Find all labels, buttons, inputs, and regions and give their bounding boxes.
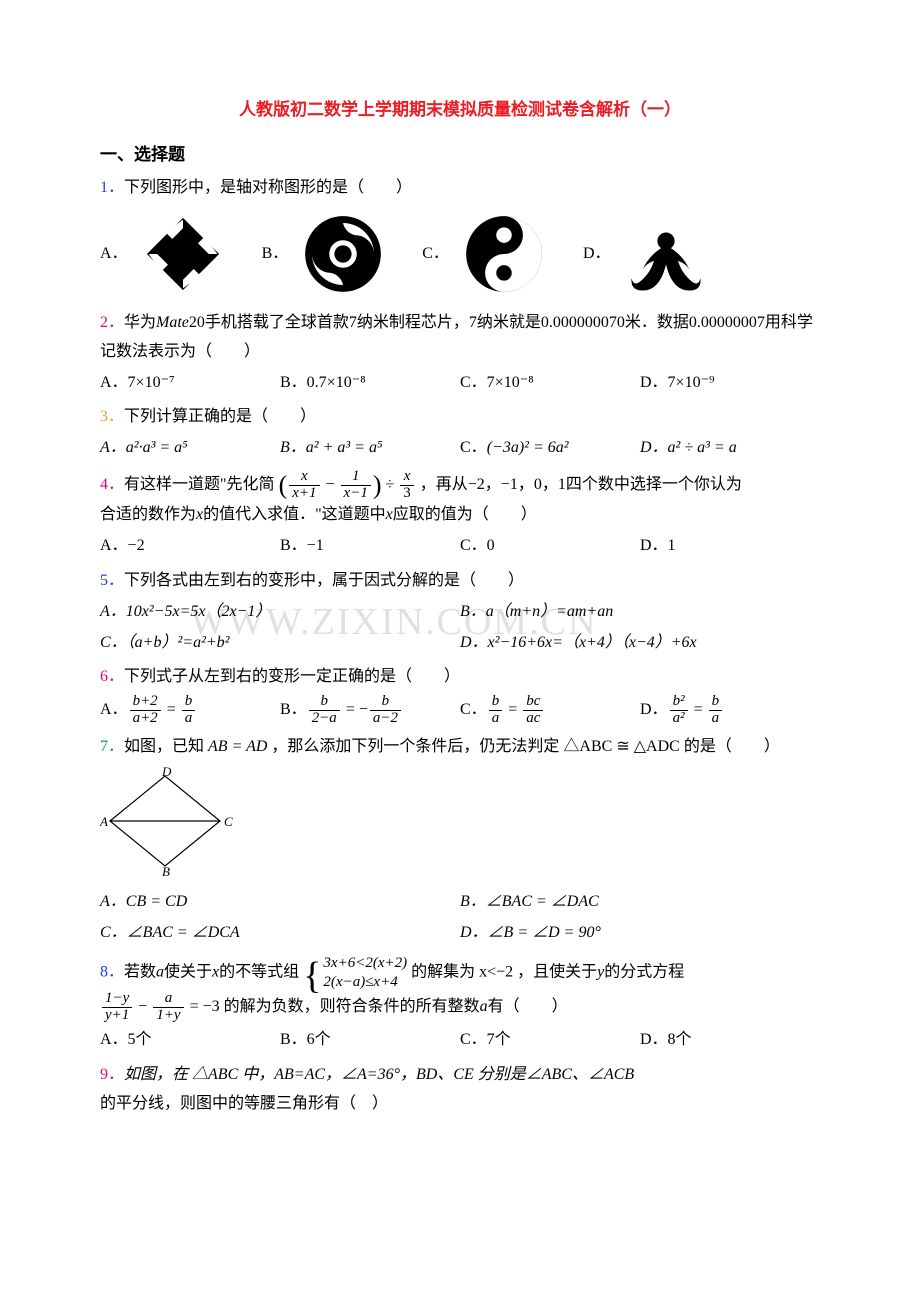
q7-text-a: 如图，已知 (124, 738, 208, 755)
q1-opt-b-label: B． (262, 240, 289, 269)
svg-text:A: A (100, 814, 108, 829)
q8-opt-b: B．6个 (280, 1026, 460, 1055)
q3-options: A．a²·a³ = a⁵ B．a² + a³ = a⁵ C．(−3a)² = 6… (100, 434, 820, 463)
q5-opt-c: C．（a+b）²=a²+b² (100, 629, 460, 658)
q3-opt-b: B．a² + a³ = a⁵ (280, 434, 460, 463)
svg-text:B: B (162, 864, 170, 876)
q6-opt-d: D．b²a² = ba (640, 694, 820, 727)
question-6: 6．下列式子从左到右的变形一定正确的是（ ） A．b+2a+2 = ba B．b… (100, 663, 820, 726)
q2-options: A．7×10⁻⁷ B．0.7×10⁻⁸ C．7×10⁻⁸ D．7×10⁻⁹ (100, 369, 820, 398)
question-8: 8．若数a使关于x的不等式组 {3x+6<2(x+2)2(x−a)≤x+4 的解… (100, 954, 820, 1055)
q7-options-row2: C．∠BAC = ∠DCA D．∠B = ∠D = 90° (100, 919, 820, 948)
q4-opt-a: A．−2 (100, 532, 280, 561)
q4-text-d: 的值代入求值．"这道题中 (203, 506, 386, 523)
spiral-ring-icon (300, 211, 386, 297)
q7-opt-c: C．∠BAC = ∠DCA (100, 919, 460, 948)
q8-opt-a: A．5个 (100, 1026, 280, 1055)
q1-options-row: A． B． C． (100, 211, 820, 297)
yinyang-icon (461, 211, 547, 297)
q8-opt-c: C．7个 (460, 1026, 640, 1055)
question-9: 9．如图，在 △ABC 中，AB=AC，∠A=36°，BD、CE 分别是∠ABC… (100, 1061, 820, 1119)
section-heading: 一、选择题 (100, 140, 820, 171)
q9-text-b: 的平分线，则图中的等腰三角形有（ ） (100, 1095, 388, 1112)
q1-opt-c: C． (422, 211, 547, 297)
q3-opt-a: A．a²·a³ = a⁵ (100, 434, 280, 463)
q2-number: 2． (100, 314, 124, 331)
q7-figure: A D C B (100, 766, 820, 887)
q2-opt-d: D．7×10⁻⁹ (640, 369, 820, 398)
q1-opt-a-label: A． (100, 240, 128, 269)
q7-opt-b: B．∠BAC = ∠DAC (460, 888, 820, 917)
q5-number: 5． (100, 572, 124, 589)
q2-text-a: 华为 (124, 314, 156, 331)
q7-text-b: ，那么添加下列一个条件后，仍无法判定 △ABC ≅ △ADC 的是（ ） (267, 738, 779, 755)
q1-opt-c-label: C． (422, 240, 449, 269)
q4-options: A．−2 B．−1 C．0 D．1 (100, 532, 820, 561)
question-2: 2．华为Mate20手机搭载了全球首款7纳米制程芯片，7纳米就是0.000000… (100, 309, 820, 397)
q4-text-a: 有这样一道题"先化简 (124, 476, 275, 493)
q3-number: 3． (100, 408, 124, 425)
q3-opt-c: C．(−3a)² = 6a² (460, 434, 640, 463)
q4-number: 4． (100, 476, 124, 493)
document-title: 人教版初二数学上学期期末模拟质量检测试卷含解析（一） (100, 95, 820, 126)
q5-options-row2: C．（a+b）²=a²+b² D．x²−16+6x=（x+4）（x−4）+6x (100, 629, 820, 658)
q7-options-row1: A．CB = CD B．∠BAC = ∠DAC (100, 888, 820, 917)
q2-opt-a: A．7×10⁻⁷ (100, 369, 280, 398)
q4-text-e: 应取的值为（ ） (393, 506, 537, 523)
question-7: 7．如图，已知 AB = AD ，那么添加下列一个条件后，仍无法判定 △ABC … (100, 733, 820, 948)
q1-text: 下列图形中，是轴对称图形的是（ ） (124, 179, 412, 196)
q5-options-row1: A．10x²−5x=5x（2x−1） B．a（m+n）=am+an (100, 598, 820, 627)
pinwheel-icon (140, 211, 226, 297)
question-4: 4．有这样一道题"先化简 (xx+1 − 1x−1) ÷ x3 ，再从−2，−1… (100, 469, 820, 561)
q5-opt-b: B．a（m+n）=am+an (460, 598, 820, 627)
q6-options: A．b+2a+2 = ba B．b2−a = −ba−2 C．ba = bcac… (100, 694, 820, 727)
q2-mate: Mate (156, 314, 189, 331)
q9-number: 9． (100, 1066, 124, 1083)
q2-opt-b: B．0.7×10⁻⁸ (280, 369, 460, 398)
q1-opt-d: D． (583, 211, 709, 297)
q2-opt-c: C．7×10⁻⁸ (460, 369, 640, 398)
q8-number: 8． (100, 963, 124, 980)
q6-opt-a: A．b+2a+2 = ba (100, 694, 280, 727)
question-3: 3．下列计算正确的是（ ） A．a²·a³ = a⁵ B．a² + a³ = a… (100, 403, 820, 463)
q4-opt-b: B．−1 (280, 532, 460, 561)
q3-text: 下列计算正确的是（ ） (124, 408, 316, 425)
q4-text-b: ，再从−2，−1，0，1四个数中选择一个你认为 (420, 476, 742, 493)
q7-opt-d: D．∠B = ∠D = 90° (460, 919, 820, 948)
question-5: 5．下列各式由左到右的变形中，属于因式分解的是（ ） A．10x²−5x=5x（… (100, 567, 820, 657)
q1-number: 1． (100, 179, 124, 196)
flame-symbol-icon (623, 211, 709, 297)
q8-options: A．5个 B．6个 C．7个 D．8个 (100, 1026, 820, 1055)
q8-opt-d: D．8个 (640, 1026, 820, 1055)
kite-diagram-icon: A D C B (100, 766, 240, 876)
q5-text: 下列各式由左到右的变形中，属于因式分解的是（ ） (124, 572, 524, 589)
q1-opt-d-label: D． (583, 240, 611, 269)
q1-opt-b: B． (262, 211, 387, 297)
q5-opt-a: A．10x²−5x=5x（2x−1） (100, 598, 460, 627)
q6-opt-c: C．ba = bcac (460, 694, 640, 727)
q9-text-a: 如图，在 △ABC 中，AB=AC，∠A=36°，BD、CE 分别是∠ABC、∠… (124, 1066, 634, 1083)
question-1: 1．下列图形中，是轴对称图形的是（ ） A． B． (100, 174, 820, 297)
svg-text:C: C (224, 814, 233, 829)
q7-opt-a: A．CB = CD (100, 888, 460, 917)
q4-opt-c: C．0 (460, 532, 640, 561)
q4-text-c: 合适的数作为 (100, 506, 196, 523)
q7-number: 7． (100, 738, 124, 755)
q3-opt-d: D．a² ÷ a³ = a (640, 434, 820, 463)
q6-opt-b: B．b2−a = −ba−2 (280, 694, 460, 727)
q5-opt-d: D．x²−16+6x=（x+4）（x−4）+6x (460, 629, 820, 658)
q4-opt-d: D．1 (640, 532, 820, 561)
q6-text: 下列式子从左到右的变形一定正确的是（ ） (124, 668, 460, 685)
svg-text:D: D (161, 766, 172, 779)
q2-text-b: 20手机搭载了全球首款7纳米制程芯片，7纳米就是0.000000070米．数据0… (100, 314, 813, 360)
q1-opt-a: A． (100, 211, 226, 297)
q6-number: 6． (100, 668, 124, 685)
